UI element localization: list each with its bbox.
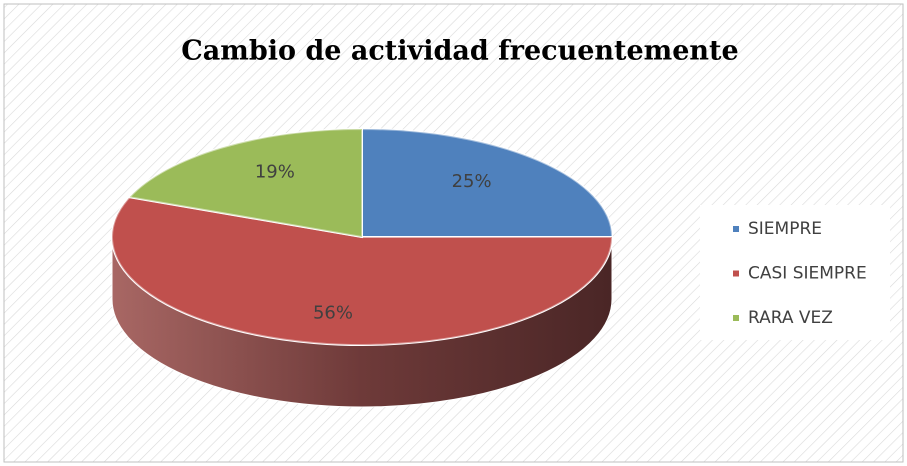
legend-marker xyxy=(733,226,739,232)
chart-title: Cambio de actividad frecuentemente xyxy=(181,36,738,67)
value-label: 56% xyxy=(313,302,353,323)
legend-label: RARA VEZ xyxy=(748,308,833,328)
pie-slice-shade xyxy=(112,197,613,345)
legend-box xyxy=(700,205,890,340)
legend-marker xyxy=(733,315,739,321)
legend-marker xyxy=(733,270,739,277)
value-label: 19% xyxy=(255,162,295,183)
pie-slice-shade xyxy=(129,129,362,237)
value-label: 25% xyxy=(452,171,492,192)
legend-label: CASI SIEMPRE xyxy=(748,264,867,284)
pie-slice-shade xyxy=(362,129,612,237)
legend-label: SIEMPRE xyxy=(748,219,822,239)
